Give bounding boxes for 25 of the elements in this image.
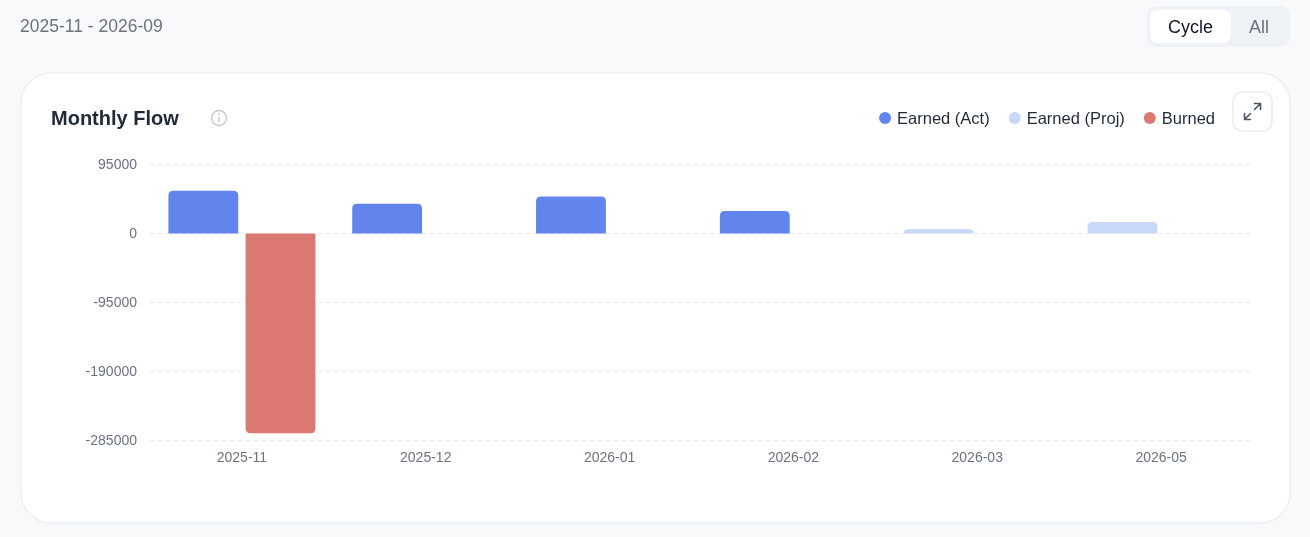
x-tick-label: 2026-02	[767, 448, 820, 465]
y-tick-label: -95000	[93, 294, 138, 311]
bar	[168, 190, 239, 234]
legend-label: Burned	[1161, 108, 1216, 127]
bar	[245, 233, 316, 434]
bar	[719, 210, 790, 234]
legend-label: Earned (Proj)	[1026, 108, 1125, 127]
bar	[536, 196, 606, 234]
text: Cycle	[1167, 17, 1213, 38]
legend-label: Earned (Act)	[897, 108, 990, 127]
x-tick-label: 2026-05	[1135, 448, 1187, 465]
x-tick-label: 2026-03	[951, 448, 1004, 465]
x-tick-label: 2026-01	[583, 448, 636, 465]
bar	[352, 203, 423, 234]
text: All	[1248, 17, 1270, 38]
bar	[1087, 221, 1158, 234]
y-tick-label: 95000	[98, 156, 138, 173]
bar	[903, 229, 974, 234]
x-tick-label: 2025-11	[216, 448, 268, 465]
y-tick-label: -190000	[85, 363, 138, 380]
chart-subtitle: 2025-11 - 2026-09	[20, 16, 163, 37]
chart-title: Monthly Flow	[51, 107, 180, 129]
y-tick-label: -285000	[85, 432, 138, 449]
x-tick-label: 2025-12	[400, 448, 452, 465]
y-tick-label: 0	[129, 225, 138, 242]
